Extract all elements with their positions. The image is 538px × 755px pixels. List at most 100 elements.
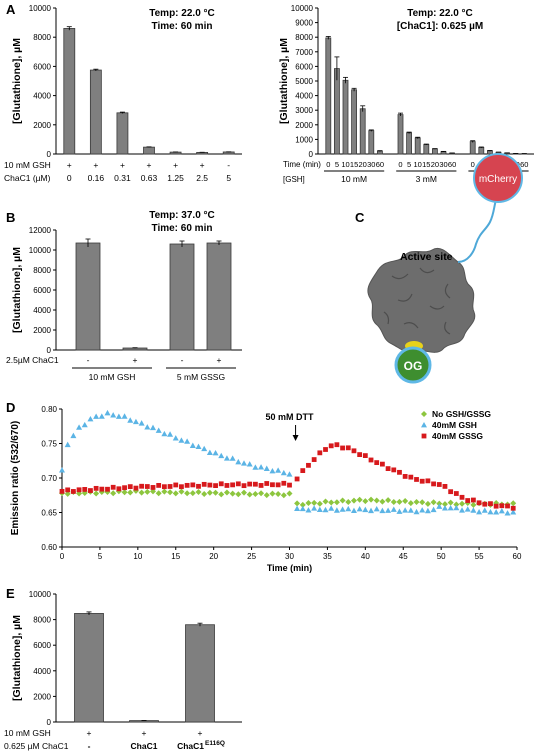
data-point-diamond [121, 489, 128, 496]
data-point-triangle [184, 438, 191, 444]
data-point-triangle [481, 507, 488, 513]
data-point-square [351, 448, 357, 454]
y-tick-label: 8000 [33, 33, 51, 42]
data-point-triangle [464, 506, 471, 512]
data-point-triangle [368, 507, 375, 514]
data-point-square [213, 483, 218, 489]
data-point-diamond [385, 497, 392, 504]
data-point-square [448, 489, 454, 495]
data-point-triangle [436, 503, 443, 509]
data-point-square [436, 482, 442, 487]
row-label: [GSH] [283, 175, 305, 184]
legend-marker [421, 422, 427, 428]
row-label: 0.625 µM ChaC1 [4, 741, 69, 751]
x-tick-label: 40 [361, 552, 370, 561]
x-tick-label: 0 [471, 160, 475, 169]
annotation: Time: 60 min [152, 21, 213, 32]
data-point-triangle [87, 416, 94, 422]
y-tick-label: 4000 [33, 306, 51, 315]
data-point-diamond [223, 489, 230, 496]
data-point-square [116, 486, 122, 492]
data-point-triangle [316, 506, 323, 512]
data-point-triangle [424, 507, 431, 514]
data-point-diamond [453, 501, 460, 508]
x-tick-label: 35 [323, 552, 332, 561]
data-point-triangle [322, 506, 329, 513]
data-point-triangle [447, 505, 454, 511]
data-point-square [190, 482, 196, 488]
data-point-diamond [144, 488, 151, 495]
data-point-square [150, 485, 156, 490]
data-point-diamond [441, 501, 448, 508]
data-point-triangle [345, 505, 352, 512]
data-point-square [76, 487, 82, 493]
x-tick-label: 20 [359, 160, 367, 169]
data-point-diamond [311, 499, 318, 506]
x-tick-superscript: E116Q [205, 740, 225, 747]
data-point-square [127, 484, 133, 490]
data-point-triangle [172, 435, 179, 441]
data-point-square [397, 469, 402, 475]
data-point-diamond [407, 500, 414, 507]
data-point-diamond [64, 490, 71, 497]
data-point-diamond [161, 488, 168, 495]
gsh-sign: + [200, 160, 205, 170]
data-point-diamond [286, 490, 293, 497]
row-label: 10 mM GSH [4, 728, 51, 738]
bar [75, 242, 101, 351]
annotation: [ChaC1]: 0.625 µM [397, 21, 483, 32]
chart-a-time: 0100020003000400050006000700080009000100… [278, 4, 534, 184]
data-point-triangle [407, 507, 414, 513]
data-point-triangle [402, 507, 409, 513]
data-point-square [167, 484, 173, 489]
data-point-diamond [510, 500, 517, 507]
legend-label: No GSH/GSSG [432, 409, 491, 419]
data-point-square [247, 481, 253, 487]
data-point-diamond [333, 499, 340, 506]
data-point-triangle [138, 420, 145, 426]
x-tick-label: 45 [399, 552, 408, 561]
data-point-square [379, 461, 385, 467]
x-tick-label: 15 [171, 552, 180, 561]
data-point-triangle [487, 508, 494, 515]
data-point-diamond [269, 490, 276, 497]
y-axis-label: [Glutathione], µM [11, 615, 23, 701]
y-tick-label: 4000 [295, 92, 313, 101]
x-tick-label: 0.31 [114, 173, 131, 183]
y-tick-label: 6000 [33, 641, 51, 650]
data-point-square [294, 476, 300, 482]
x-tick-label: 15 [422, 160, 430, 169]
y-tick-label: 9000 [295, 19, 313, 28]
bar [423, 144, 430, 155]
x-tick-label: 0 [60, 552, 65, 561]
row-label: Time (min) [283, 160, 321, 169]
data-point-square [402, 474, 408, 479]
data-point-square [139, 483, 145, 489]
panel-label-b: B [6, 210, 15, 225]
active-site-label: Active site [400, 251, 453, 263]
bar [414, 137, 421, 155]
bar [431, 148, 438, 155]
y-tick-label: 10000 [29, 590, 52, 599]
y-tick-label: 0.75 [41, 440, 57, 449]
data-point-square [235, 481, 241, 487]
data-point-square [201, 481, 207, 487]
data-point-triangle [385, 507, 392, 513]
data-point-triangle [299, 505, 306, 512]
mcherry-label: mCherry [479, 174, 517, 185]
panel-label-c: C [355, 210, 365, 225]
data-point-triangle [155, 427, 162, 433]
data-point-triangle [350, 507, 357, 514]
data-point-square [505, 503, 510, 509]
annotation: Time: 60 min [152, 223, 213, 234]
bar [333, 68, 340, 155]
data-point-diamond [206, 489, 213, 496]
legend-marker [421, 433, 427, 439]
data-point-square [510, 505, 516, 511]
data-point-triangle [150, 424, 156, 431]
data-point-square [105, 486, 110, 492]
x-tick-label: 10 [133, 552, 142, 561]
data-point-diamond [379, 498, 386, 505]
data-point-diamond [299, 501, 306, 508]
